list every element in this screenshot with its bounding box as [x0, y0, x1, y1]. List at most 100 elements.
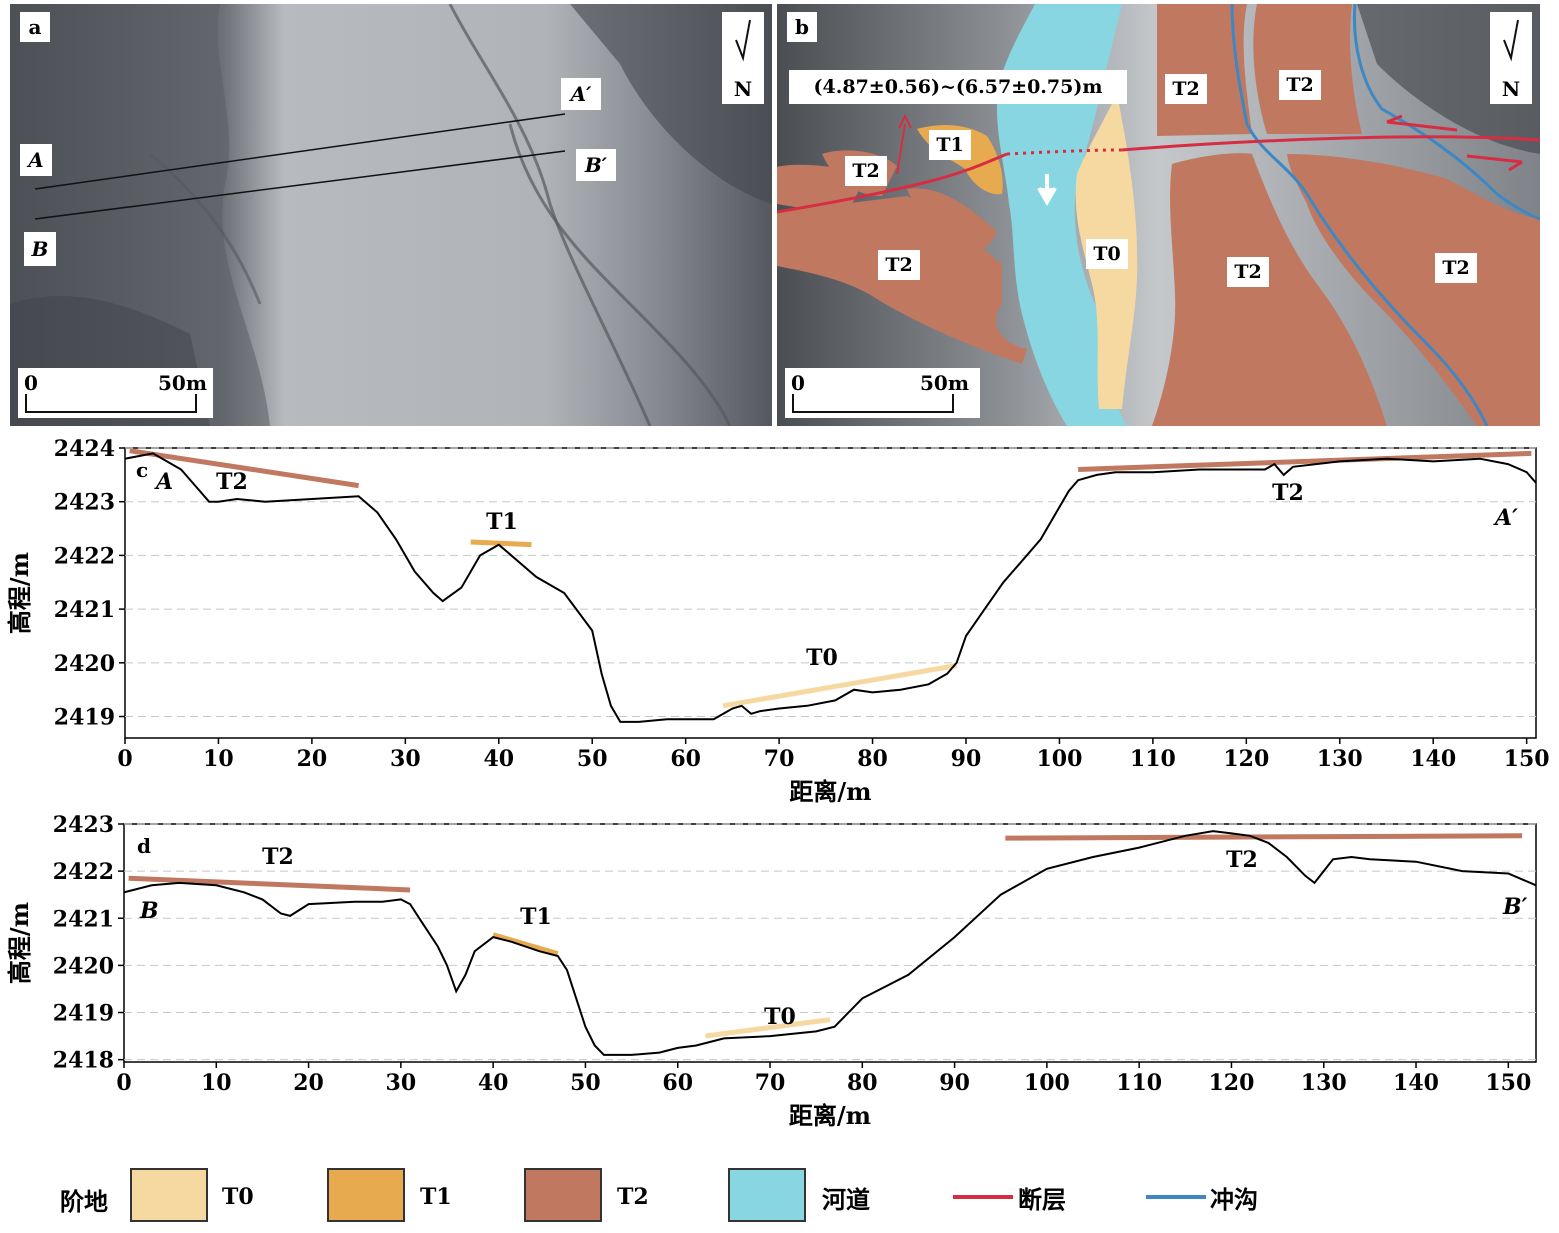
y-tick-label: 2422	[54, 543, 115, 569]
legend-label-gully: 冲沟	[1210, 1185, 1258, 1214]
panel-label: d	[137, 834, 151, 858]
unit-label-t2: T2	[845, 156, 887, 186]
terrace-label: T2	[262, 844, 294, 870]
y-tick-label: 2424	[54, 436, 115, 462]
legend-line-gully	[1146, 1195, 1206, 1199]
hillshade-image-a	[10, 4, 772, 426]
north-label: N	[734, 77, 752, 101]
terrace-t1-line	[470, 539, 532, 548]
x-tick-label: 70	[755, 1070, 786, 1096]
y-tick-label: 2419	[53, 1001, 114, 1027]
terrace-label: T0	[806, 645, 838, 671]
unit-label-t2: T2	[1279, 70, 1321, 100]
x-tick-label: 50	[577, 746, 608, 772]
flow-direction-arrow	[1037, 174, 1057, 207]
x-tick-label: 0	[117, 746, 132, 772]
gully-line-2	[1353, 4, 1540, 221]
panel-label: c	[136, 458, 148, 482]
legend-line-fault	[953, 1195, 1013, 1199]
x-tick-label: 60	[670, 746, 701, 772]
profile-label-b: B	[31, 237, 49, 261]
legend-swatch-t2	[524, 1168, 602, 1222]
x-tick-label: 20	[293, 1070, 324, 1096]
legend-label-t1: T1	[420, 1184, 452, 1210]
terrace-label: T1	[486, 509, 518, 535]
x-tick-label: 30	[390, 746, 421, 772]
elevation-profile-line	[123, 830, 1537, 1056]
scale-end: 50m	[158, 371, 207, 395]
plot-frame	[123, 823, 1537, 1063]
t2-polygon-e3	[1152, 153, 1387, 426]
profile-end-label: A′	[1493, 505, 1518, 531]
legend-swatch-t0	[130, 1168, 208, 1222]
profile-label-a: A	[28, 148, 44, 172]
profile-line-b	[34, 150, 566, 220]
y-tick-label: 2421	[53, 906, 114, 932]
y-axis-title: 高程/m	[5, 902, 34, 984]
x-tick-label: 10	[201, 1070, 232, 1096]
terrace-label: T2	[1226, 847, 1258, 873]
x-tick-label: 20	[297, 746, 328, 772]
y-tick-label: 2423	[53, 812, 114, 838]
offset-arrow	[896, 113, 912, 175]
profile-label-a-prime: A′	[570, 82, 592, 106]
x-tick-label: 130	[1317, 746, 1363, 772]
y-tick-label: 2418	[53, 1048, 114, 1074]
river-channel	[996, 4, 1127, 426]
scale-start: 0	[24, 371, 38, 395]
north-arrow: N	[722, 12, 764, 104]
fault-line-west	[777, 152, 1008, 214]
geomorphic-map	[777, 4, 1540, 426]
fault-line-east	[1121, 135, 1540, 152]
x-tick-label: 60	[662, 1070, 693, 1096]
legend-swatch-channel	[728, 1168, 806, 1222]
unit-label-t1: T1	[929, 130, 971, 160]
gully-line-1	[1230, 4, 1489, 426]
x-tick-label: 130	[1301, 1070, 1347, 1096]
terrace-label: T1	[520, 904, 552, 930]
x-tick-label: 70	[764, 746, 795, 772]
legend-label-t0: T0	[222, 1184, 254, 1210]
geomorphic-map-panel-b: b N (4.87±0.56)~(6.57±0.75)m T2 T1 T2 T2…	[777, 4, 1540, 426]
offset-annotation: (4.87±0.56)~(6.57±0.75)m	[813, 76, 1103, 98]
terrace-label: T2	[1272, 480, 1304, 506]
y-tick-label: 2419	[54, 705, 115, 731]
terrace-t2-line	[128, 875, 411, 893]
t2-polygon-w4	[907, 188, 997, 255]
x-tick-label: 100	[1024, 1070, 1070, 1096]
profile-start-label: A	[154, 469, 173, 495]
scale-bar: 0 50m	[18, 368, 213, 418]
scale-end-b: 50m	[920, 371, 969, 395]
legend-label-t2: T2	[617, 1184, 649, 1210]
unit-label-t2: T2	[1435, 253, 1477, 283]
x-tick-label: 50	[570, 1070, 601, 1096]
x-axis-title: 距离/m	[789, 1101, 871, 1130]
legend: 阶地 T0 T1 T2 河道 断层 冲沟	[0, 1160, 1559, 1230]
x-axis-title: 距离/m	[789, 777, 871, 806]
panel-label-b: b	[787, 12, 817, 42]
dextral-arrow-north	[1386, 114, 1458, 132]
y-tick-label: 2420	[54, 651, 115, 677]
y-tick-label: 2421	[54, 597, 115, 623]
terrace-t0-line	[705, 1017, 831, 1039]
terrace-t2-line	[1078, 450, 1532, 472]
x-tick-label: 140	[1393, 1070, 1439, 1096]
x-tick-label: 10	[203, 746, 234, 772]
x-tick-label: 140	[1410, 746, 1456, 772]
legend-label-fault: 断层	[1018, 1185, 1066, 1214]
x-tick-label: 40	[478, 1070, 509, 1096]
x-tick-label: 80	[857, 746, 888, 772]
panel-label-a: a	[20, 12, 50, 42]
t2-polygon-e2	[1253, 4, 1362, 134]
profile-end-label: B′	[1502, 894, 1528, 920]
plot-frame	[124, 447, 1537, 739]
x-tick-label: 110	[1130, 746, 1176, 772]
profile-line-a	[34, 113, 566, 190]
profile-start-label: B	[139, 898, 159, 924]
x-tick-label: 110	[1116, 1070, 1162, 1096]
t2-polygon-e4	[1287, 154, 1540, 426]
y-axis-title: 高程/m	[5, 552, 34, 634]
unit-label-t2: T2	[1165, 74, 1207, 104]
x-tick-label: 100	[1036, 746, 1082, 772]
x-tick-label: 120	[1208, 1070, 1254, 1096]
